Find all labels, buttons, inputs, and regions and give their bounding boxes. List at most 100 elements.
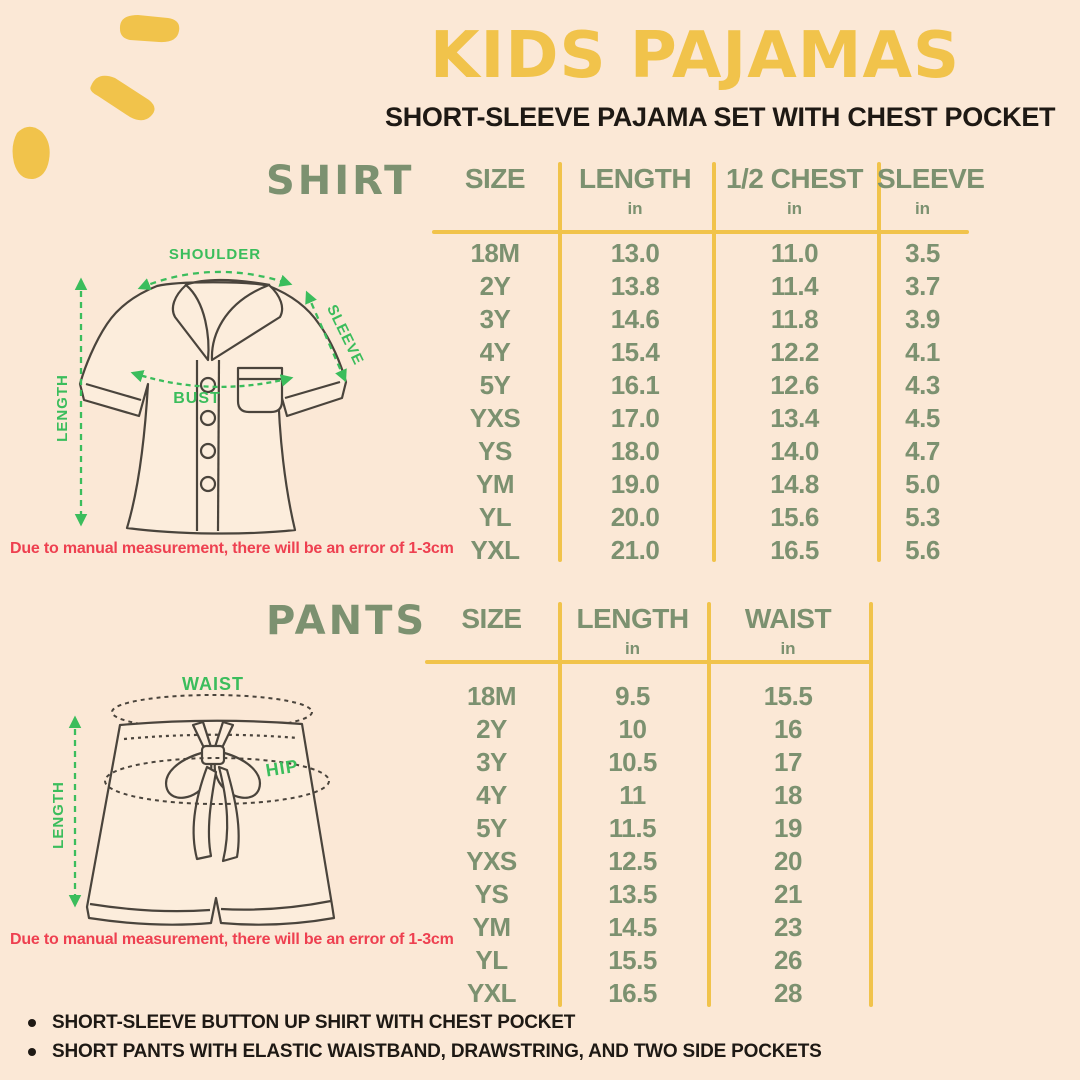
table-cell: 16.5 [608,978,657,1008]
table-cell: 17 [774,747,802,777]
table-cell: 15.4 [610,337,660,367]
table-cell: 10 [618,714,647,744]
blob-shape [12,126,50,180]
decorative-blobs [12,15,180,180]
table-cell: 18M [466,681,517,711]
table-cell: YL [478,502,512,532]
table-cell: 18 [774,780,802,810]
table-cell: 18M [470,238,520,268]
table-cell: 13.0 [610,238,660,268]
table-row: YXL 21.0 16.5 5.6 [432,534,968,567]
table-cell: 20 [774,846,802,876]
table-row: YM 14.5 23 [425,911,869,944]
sleeve-arrow [305,290,347,383]
pants-disclaimer: Due to manual measurement, there will be… [10,931,454,948]
table-row: YM 19.0 14.8 5.0 [432,468,968,501]
table-divider [558,162,562,562]
table-cell: 2Y [479,271,511,301]
table-cell: 4.1 [905,337,940,367]
column-label: SIZE [461,603,522,634]
table-row: 3Y 14.6 11.8 3.9 [432,303,968,336]
shoulder-arrow [137,270,293,291]
table-cell: YS [478,436,512,466]
column-unit [425,639,558,659]
column-unit: in [627,199,643,218]
table-cell: 16.1 [610,370,660,400]
table-cell: 15.5 [763,681,813,711]
table-cell: 13.4 [770,403,819,433]
table-cell: 28 [774,978,802,1008]
table-cell: 12.2 [770,337,819,367]
table-cell: 26 [774,945,802,975]
table-cell: 3.9 [905,304,940,334]
table-cell: YS [474,879,509,909]
table-cell: 16.5 [770,535,819,565]
shirt-disclaimer: Due to manual measurement, there will be… [10,540,454,557]
table-cell: 20.0 [610,502,660,532]
table-cell: 11.0 [770,238,819,268]
table-cell: 3.7 [905,271,940,301]
table-divider [707,602,711,1007]
page-title: KIDS PAJAMAS [429,19,961,93]
table-cell: 4Y [479,337,511,367]
shoulder-measure-label: SHOULDER [169,246,261,263]
table-cell: 4.7 [905,436,940,466]
table-cell: 21.0 [610,535,660,565]
bust-measure-label: BUST [173,390,221,407]
column-unit [432,199,558,219]
table-cell: 14.8 [770,469,819,499]
table-cell: 5.3 [905,502,940,532]
table-header-rule [432,230,969,234]
table-cell: 11.5 [608,813,657,843]
shirt-section-label: SHIRT [266,158,415,204]
table-cell: 12.5 [608,846,657,876]
table-row: YXL 16.5 28 [425,977,869,1010]
column-header: WAIST in [707,603,869,659]
column-label: SIZE [464,163,526,194]
table-cell: 13.5 [608,879,657,909]
column-header: SLEEVE in [877,163,985,219]
column-header: LENGTH in [558,163,712,219]
table-cell: YXL [470,535,520,565]
table-cell: 4.5 [905,403,940,433]
feature-text: SHORT PANTS WITH ELASTIC WAISTBAND, DRAW… [52,1041,822,1062]
table-row: 18M 9.5 15.5 [425,680,869,713]
table-row: 4Y 15.4 12.2 4.1 [432,336,968,369]
shorts-illustration [85,719,336,926]
table-row: 18M 13.0 11.0 3.5 [432,237,968,270]
shirt-table-rows: 18M 13.0 11.0 3.5 2Y 13.8 11.4 3.7 3Y 14.6 11.8 3.9… [432,237,968,567]
blob-shape [90,75,155,121]
table-divider [558,602,562,1007]
column-label: LENGTH [576,603,689,634]
table-cell: 15.6 [770,502,819,532]
table-cell: 14.0 [770,436,819,466]
column-unit: in [780,639,796,658]
table-cell: 14.6 [610,304,660,334]
table-row: 2Y 10 16 [425,713,869,746]
table-cell: YXL [466,978,517,1008]
bullet-icon [28,1019,36,1027]
table-cell: 4Y [476,780,507,810]
table-row: YL 15.5 26 [425,944,869,977]
table-cell: 9.5 [615,681,650,711]
shirt-diagram: SHOULDER SLEEVE LENGTH BUST [54,246,367,535]
column-label: SLEEVE [877,163,985,194]
page-subtitle: SHORT-SLEEVE PAJAMA SET WITH CHEST POCKE… [385,102,1056,132]
waist-measure-ellipse [111,694,313,730]
table-cell: 19 [774,813,802,843]
waist-measure-label: WAIST [182,674,244,694]
list-item: SHORT-SLEEVE BUTTON UP SHIRT WITH CHEST … [18,1012,822,1034]
shirt-illustration [78,278,348,535]
table-row: YS 18.0 14.0 4.7 [432,435,968,468]
pants-diagram: WAIST HIP LENGTH [50,674,336,926]
table-row: YXS 17.0 13.4 4.5 [432,402,968,435]
table-cell: 10.5 [608,747,657,777]
table-cell: 18.0 [610,436,660,466]
table-divider [877,162,881,562]
table-cell: 13.8 [610,271,660,301]
table-cell: YM [472,912,512,942]
hip-measure-ellipse [104,757,330,805]
blob-shape [119,15,180,43]
table-row: 5Y 16.1 12.6 4.3 [432,369,968,402]
table-cell: 5Y [476,813,507,843]
